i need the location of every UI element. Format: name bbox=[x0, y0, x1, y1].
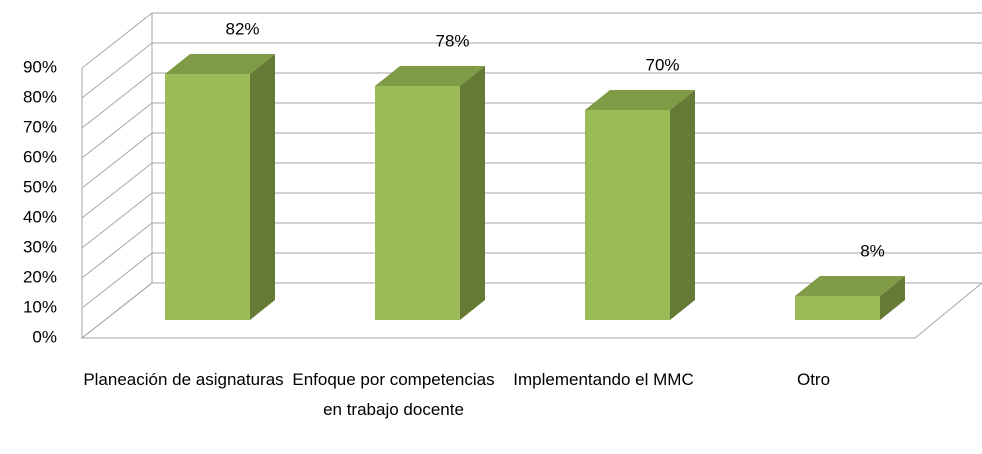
y-tick-label: 60% bbox=[23, 147, 57, 166]
y-tick-label: 90% bbox=[23, 57, 57, 76]
bar-top bbox=[375, 66, 485, 86]
x-tick-label: Enfoque por competencias en trabajo doce… bbox=[292, 370, 495, 419]
bar-side bbox=[460, 66, 485, 320]
bar bbox=[165, 74, 250, 320]
y-tick-label: 70% bbox=[23, 117, 57, 136]
wall-grid-line bbox=[81, 192, 153, 249]
y-tick-label: 80% bbox=[23, 87, 57, 106]
wall-grid-line bbox=[81, 42, 153, 99]
y-tick-label: 10% bbox=[23, 297, 57, 316]
wall-grid-line bbox=[81, 252, 153, 309]
bar bbox=[795, 296, 880, 320]
bar-side bbox=[670, 90, 695, 320]
value-label: 8% bbox=[860, 241, 885, 260]
wall-grid-line bbox=[81, 162, 153, 219]
wall-grid-line bbox=[81, 72, 153, 129]
bar-top bbox=[795, 276, 905, 296]
bar bbox=[585, 110, 670, 320]
wall-grid-line bbox=[81, 282, 153, 339]
x-tick-label: Otro bbox=[796, 370, 831, 389]
wall-grid-line bbox=[81, 12, 153, 69]
value-label: 82% bbox=[225, 19, 259, 38]
y-tick-label: 50% bbox=[23, 177, 57, 196]
bar-top bbox=[585, 90, 695, 110]
value-label: 70% bbox=[645, 55, 679, 74]
bar-side bbox=[250, 54, 275, 320]
bar-top bbox=[165, 54, 275, 74]
y-tick-label: 40% bbox=[23, 207, 57, 226]
y-tick-label: 0% bbox=[32, 327, 57, 346]
x-tick-label: Planeación de asignaturas bbox=[83, 370, 284, 389]
wall-grid-line bbox=[81, 102, 153, 159]
bar bbox=[375, 86, 460, 320]
wall-grid-line bbox=[81, 222, 153, 279]
bar-side bbox=[880, 276, 905, 320]
wall-grid-line bbox=[81, 132, 153, 189]
value-label: 78% bbox=[435, 31, 469, 50]
x-tick-label: Implementando el MMC bbox=[513, 370, 694, 389]
y-tick-label: 30% bbox=[23, 237, 57, 256]
y-tick-label: 20% bbox=[23, 267, 57, 286]
